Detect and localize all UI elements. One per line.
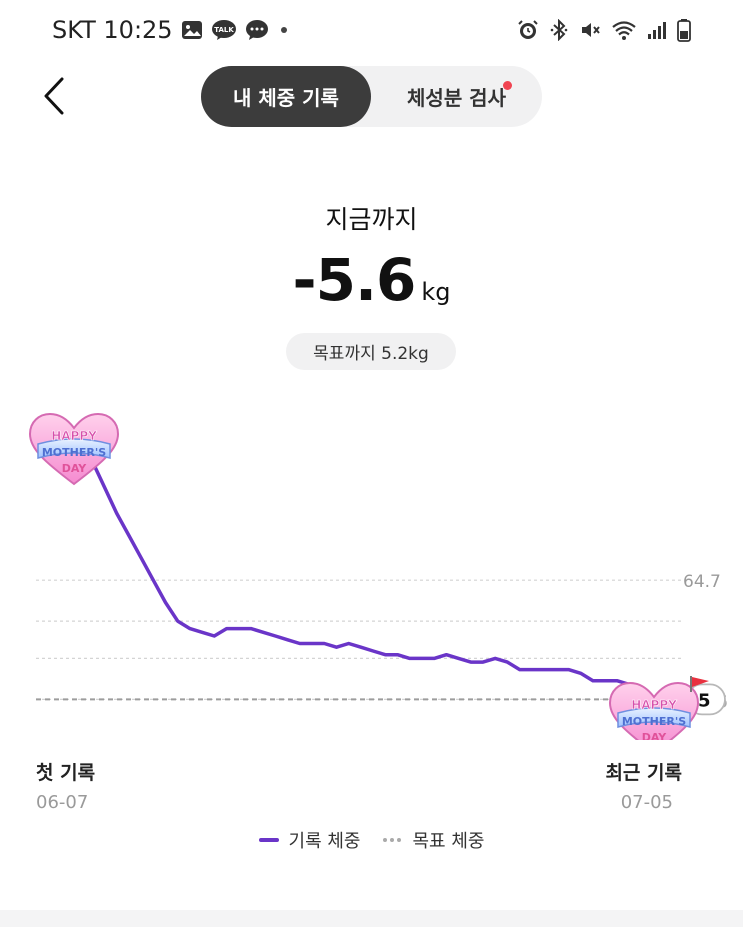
sticker-end: HAPPY MOTHER'S DAY	[608, 681, 700, 740]
kakaotalk-label: TALK	[214, 26, 234, 34]
gallery-icon	[181, 20, 203, 40]
line-layer	[78, 433, 656, 702]
first-record-date: 06-07	[36, 792, 89, 813]
chevron-left-icon	[44, 77, 64, 115]
wifi-icon	[611, 19, 637, 41]
kakaotalk-icon: TALK	[211, 19, 237, 41]
first-record-label: 첫 기록	[36, 762, 96, 784]
back-button[interactable]	[34, 76, 74, 116]
mute-icon	[579, 19, 601, 41]
summary-label: 지금까지	[325, 205, 418, 234]
weight-chart: 64.765 HAPPY MOTHER'S DAY HAPPY MOTHER'S…	[28, 412, 728, 740]
svg-text:DAY: DAY	[62, 462, 88, 475]
message-icon	[245, 19, 269, 41]
chart-legend: 기록 체중 목표 체중	[0, 827, 743, 853]
battery-icon	[677, 18, 691, 42]
end-marker-label: 5	[698, 690, 711, 711]
legend-goal-label: 목표 체중	[412, 831, 485, 852]
tab-weight-record[interactable]: 내 체중 기록	[201, 66, 371, 127]
summary-value-row: -5.6 kg	[0, 246, 743, 314]
legend-record-weight: 기록 체중	[258, 827, 361, 853]
y-tick-label: 64.7	[683, 572, 721, 592]
dot-icon	[277, 25, 291, 35]
recent-record-label: 최근 기록	[605, 762, 682, 784]
status-right	[517, 18, 691, 42]
legend-goal-weight: 목표 체중	[382, 827, 485, 853]
legend-dots-swatch	[382, 838, 403, 842]
status-left: SKT 10:25 TALK	[52, 16, 291, 44]
tab-toggle: 내 체중 기록 체성분 검사	[201, 66, 542, 127]
weight-change-unit: kg	[421, 278, 451, 306]
alarm-icon	[517, 19, 539, 41]
status-bar: SKT 10:25 TALK	[0, 0, 743, 60]
grid-layer	[36, 579, 683, 700]
svg-text:HAPPY: HAPPY	[631, 698, 677, 712]
carrier-time: SKT 10:25	[52, 16, 173, 44]
svg-text:MOTHER'S: MOTHER'S	[622, 715, 686, 728]
sticker-start: HAPPY MOTHER'S DAY	[28, 412, 120, 486]
bluetooth-icon	[549, 19, 569, 41]
goal-flag-icon	[690, 676, 709, 692]
recent-record-date: 07-05	[620, 792, 673, 813]
bottom-bar	[0, 910, 743, 927]
svg-text:HAPPY: HAPPY	[51, 429, 97, 443]
legend-record-label: 기록 체중	[288, 831, 361, 852]
tab-body-composition[interactable]: 체성분 검사	[407, 86, 506, 110]
svg-text:MOTHER'S: MOTHER'S	[42, 446, 106, 459]
svg-text:DAY: DAY	[642, 731, 668, 740]
legend-line-swatch	[258, 838, 279, 842]
goal-remaining-chip: 목표까지 5.2kg	[286, 333, 456, 370]
notification-badge	[503, 81, 512, 90]
weight-record-line	[78, 433, 656, 702]
weight-change-value: -5.6	[292, 246, 417, 314]
signal-icon	[647, 19, 667, 41]
